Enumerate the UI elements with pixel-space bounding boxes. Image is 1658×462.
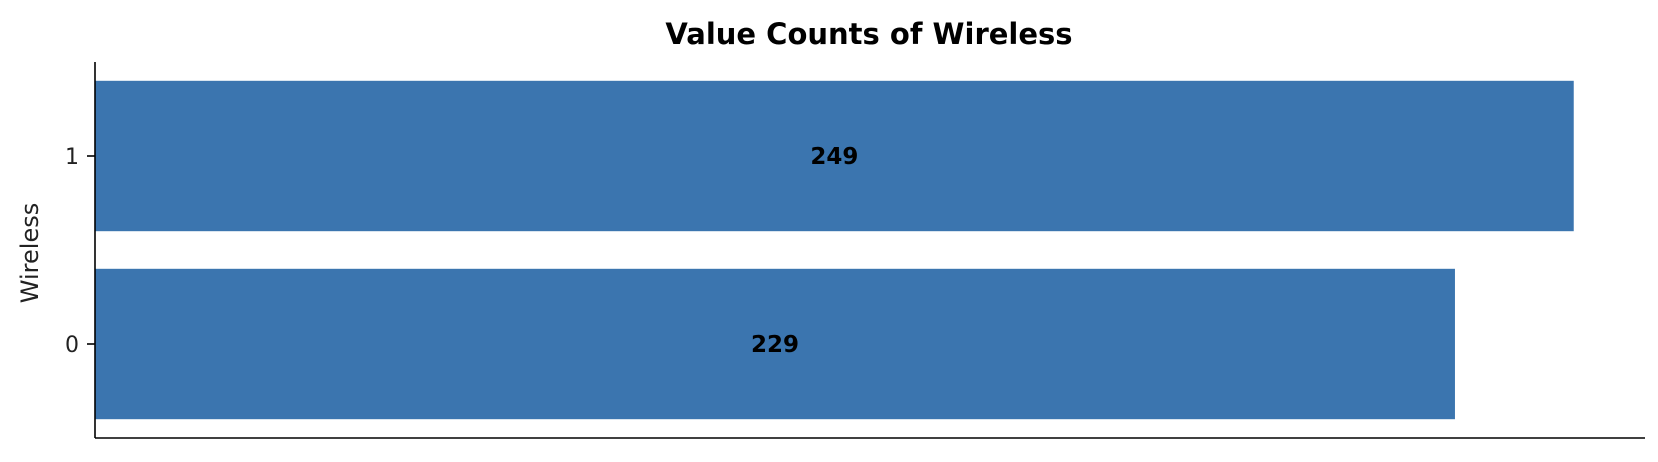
y-axis-label: Wireless xyxy=(16,203,44,303)
bar-value-label-1: 249 xyxy=(810,144,858,170)
y-tick-label-1: 1 xyxy=(65,145,79,170)
y-tick-label-0: 0 xyxy=(65,333,79,358)
chart-title: Value Counts of Wireless xyxy=(665,17,1072,51)
bar-0 xyxy=(95,268,1455,420)
bar-1 xyxy=(95,80,1574,232)
plot-area: 229 0 249 1 xyxy=(65,80,1574,420)
bar-value-label-0: 229 xyxy=(751,332,799,358)
